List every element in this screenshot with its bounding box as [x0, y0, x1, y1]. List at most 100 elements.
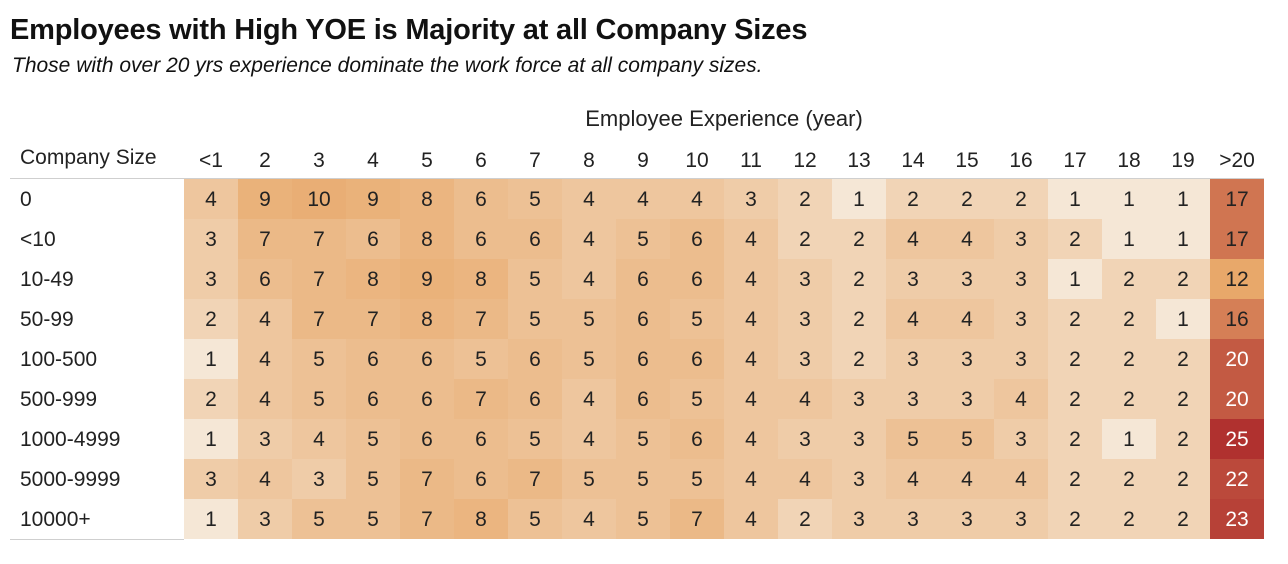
cell-value-label: 6 [367, 348, 379, 371]
chart-subtitle: Those with over 20 yrs experience domina… [12, 54, 763, 77]
heatmap-cell [400, 379, 454, 419]
cell-value-label: 2 [1123, 468, 1135, 491]
heatmap-cell [1048, 499, 1102, 539]
row-label: 10-49 [20, 268, 74, 291]
cell-value-label: 4 [745, 308, 757, 331]
heatmap-cell [184, 259, 238, 299]
cell-value-label: 2 [799, 228, 811, 251]
cell-value-label: 4 [205, 188, 217, 211]
heatmap-cell [724, 299, 778, 339]
cell-value-label: 1 [205, 428, 217, 451]
heatmap-cell [1210, 459, 1264, 499]
heatmap-cell [184, 379, 238, 419]
heatmap-cell [508, 379, 562, 419]
heatmap-cell [940, 179, 994, 219]
heatmap-cell [940, 459, 994, 499]
cell-value-label: 3 [799, 268, 811, 291]
heatmap-cell [670, 299, 724, 339]
cell-value-label: 7 [313, 308, 325, 331]
cell-value-label: 4 [907, 228, 919, 251]
cell-value-label: 5 [637, 228, 649, 251]
cell-value-label: 2 [1177, 508, 1189, 531]
row-label: 100-500 [20, 348, 97, 371]
cell-value-label: 3 [961, 508, 973, 531]
cell-value-label: 5 [583, 468, 595, 491]
heatmap-cell [832, 299, 886, 339]
cell-value-label: 4 [691, 188, 703, 211]
heatmap-cell [454, 179, 508, 219]
cell-value-label: 10 [307, 188, 330, 211]
row-label: 500-999 [20, 388, 97, 411]
cell-value-label: 7 [313, 228, 325, 251]
heatmap-cell [616, 299, 670, 339]
heatmap-cell [238, 379, 292, 419]
heatmap-cell [940, 499, 994, 539]
cell-value-label: 3 [1015, 308, 1027, 331]
cell-value-label: 5 [367, 468, 379, 491]
cell-value-label: 1 [1123, 228, 1135, 251]
y-axis-title: Company Size [20, 146, 157, 169]
cell-value-label: 3 [961, 348, 973, 371]
heatmap-cell [1048, 419, 1102, 459]
cell-value-label: 3 [799, 308, 811, 331]
heatmap-cell [616, 419, 670, 459]
cell-value-label: 3 [853, 508, 865, 531]
heatmap-cell [994, 379, 1048, 419]
heatmap-cell [886, 339, 940, 379]
cell-value-label: 4 [799, 468, 811, 491]
cell-value-label: 2 [799, 188, 811, 211]
heatmap-cell [400, 259, 454, 299]
col-label: >20 [1219, 149, 1255, 172]
heatmap-cell [292, 339, 346, 379]
cell-value-label: 22 [1225, 468, 1248, 491]
heatmap-cell [292, 419, 346, 459]
cell-value-label: 17 [1225, 188, 1248, 211]
heatmap-cell [562, 299, 616, 339]
cell-value-label: 4 [583, 188, 595, 211]
heatmap-cell [454, 339, 508, 379]
row-label: 1000-4999 [20, 428, 120, 451]
heatmap-cell [670, 179, 724, 219]
heatmap-cell [994, 259, 1048, 299]
heatmap-cell [994, 179, 1048, 219]
cell-value-label: 4 [259, 308, 271, 331]
heatmap-cell [400, 299, 454, 339]
heatmap-cell [1048, 459, 1102, 499]
col-label: 17 [1063, 149, 1086, 172]
cell-value-label: 4 [745, 468, 757, 491]
heatmap-cell [940, 379, 994, 419]
heatmap-cell [400, 499, 454, 539]
cell-value-label: 3 [907, 348, 919, 371]
heatmap-cell [454, 419, 508, 459]
cell-value-label: 6 [637, 268, 649, 291]
cell-value-label: 7 [367, 308, 379, 331]
heatmap-cell [238, 499, 292, 539]
cell-value-label: 1 [1177, 228, 1189, 251]
cell-value-label: 3 [205, 228, 217, 251]
heatmap-cell [454, 459, 508, 499]
heatmap-cell [1102, 259, 1156, 299]
heatmap-cell [886, 299, 940, 339]
heatmap-cell [1156, 419, 1210, 459]
cell-value-label: 2 [799, 508, 811, 531]
col-label: 3 [313, 149, 325, 172]
cell-value-label: 1 [853, 188, 865, 211]
cell-value-label: 5 [529, 268, 541, 291]
heatmap-cell [454, 259, 508, 299]
heatmap-cell [184, 219, 238, 259]
cell-value-label: 2 [853, 348, 865, 371]
heatmap-cell [184, 499, 238, 539]
heatmap-cell [562, 259, 616, 299]
cell-value-label: 2 [1177, 388, 1189, 411]
heatmap-cell [1048, 379, 1102, 419]
heatmap-cell [670, 259, 724, 299]
cell-value-label: 7 [475, 308, 487, 331]
cell-value-label: 3 [205, 468, 217, 491]
cell-value-label: 1 [1177, 308, 1189, 331]
cell-value-label: 17 [1225, 228, 1248, 251]
heatmap-cell [1210, 299, 1264, 339]
heatmap-cell [616, 459, 670, 499]
heatmap-cell [1102, 459, 1156, 499]
heatmap-cell [1102, 219, 1156, 259]
chart-title: Employees with High YOE is Majority at a… [10, 14, 808, 46]
